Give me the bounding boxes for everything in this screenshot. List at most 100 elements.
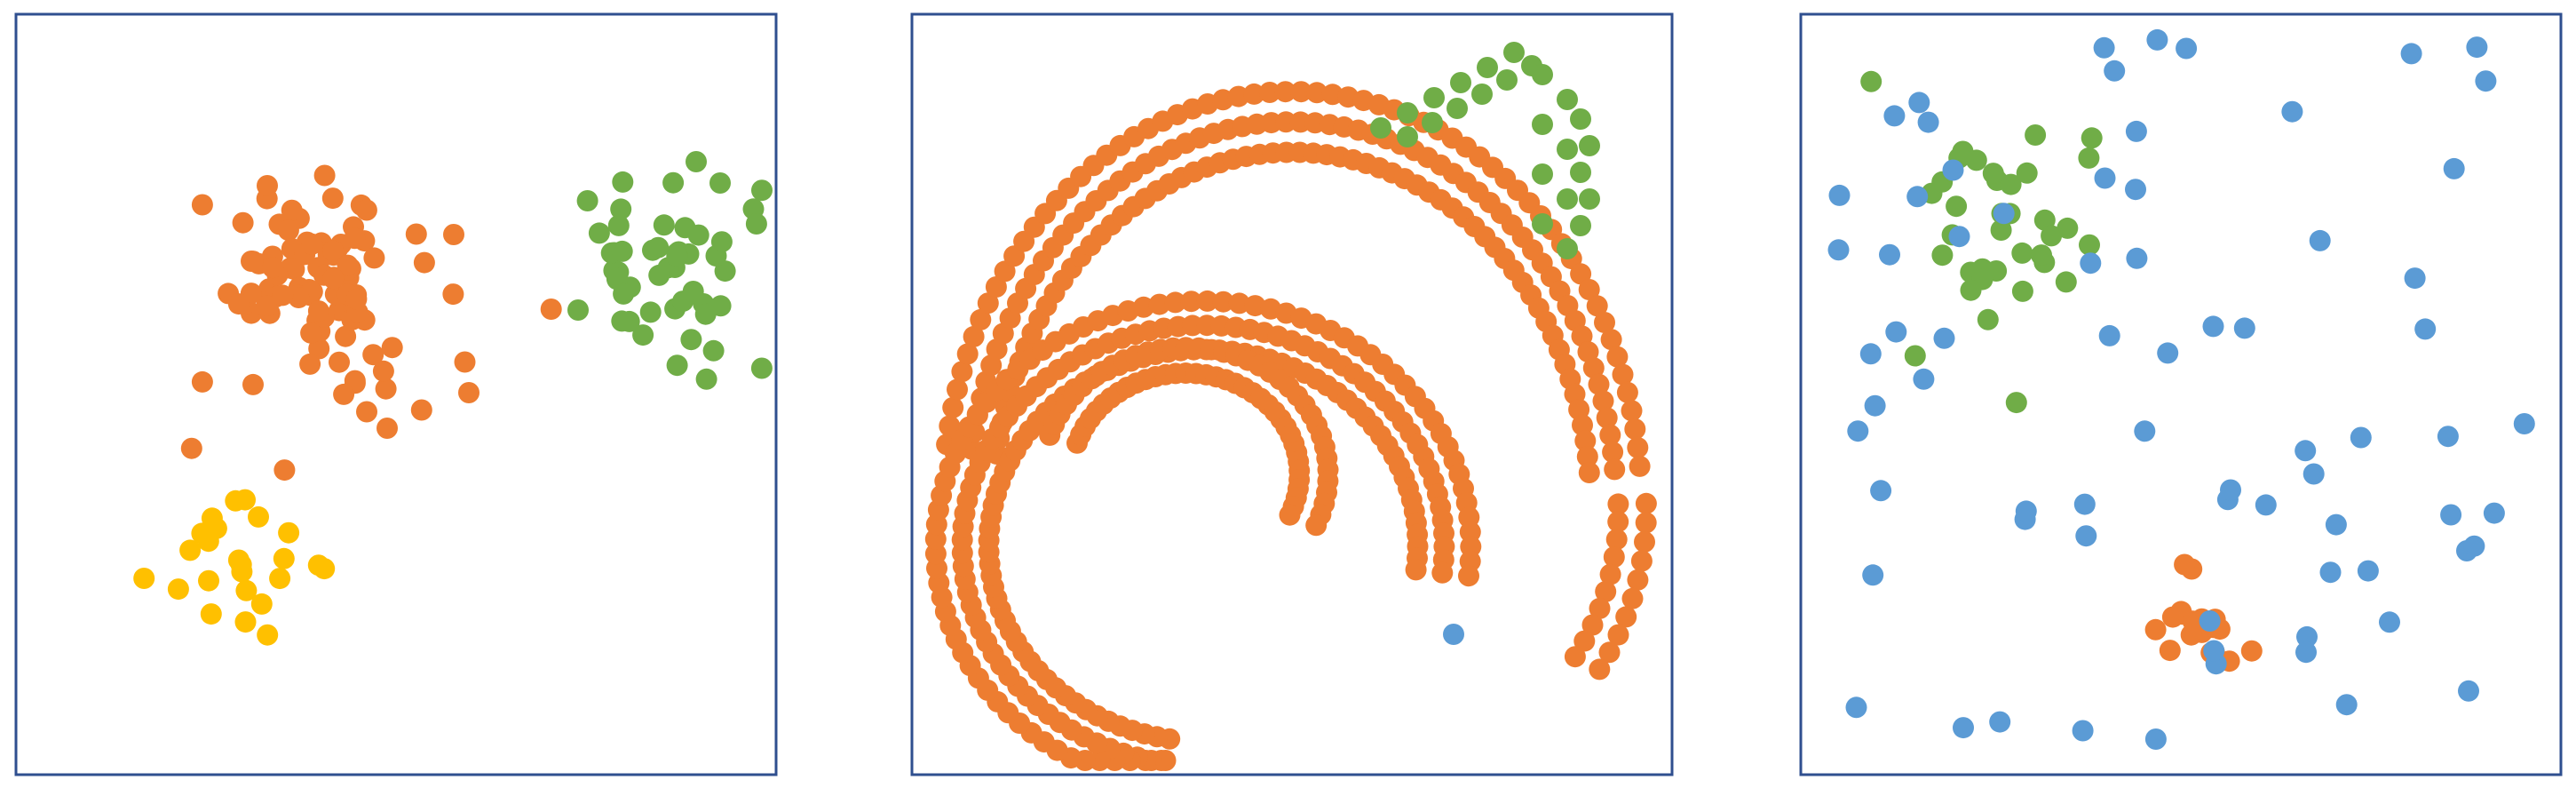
data-point	[1422, 112, 1443, 133]
data-point	[454, 351, 476, 373]
data-point	[230, 553, 252, 576]
data-point	[278, 521, 300, 544]
green-cluster	[567, 151, 773, 390]
points-layer	[1827, 28, 2535, 750]
data-point	[2255, 494, 2277, 516]
data-point	[167, 578, 189, 601]
data-point	[1603, 546, 1625, 568]
data-point	[2144, 618, 2167, 641]
data-point	[234, 489, 256, 511]
data-point	[322, 267, 345, 290]
data-point	[1612, 363, 1634, 386]
data-point	[2161, 606, 2184, 628]
data-point	[2094, 167, 2116, 189]
data-point	[2005, 392, 2027, 414]
data-point	[2075, 525, 2097, 547]
data-point	[362, 344, 384, 366]
data-point	[2295, 641, 2317, 664]
data-point	[1578, 462, 1600, 483]
data-point	[1148, 293, 1170, 315]
data-point	[1606, 346, 1629, 368]
data-point	[607, 214, 630, 236]
data-point	[2296, 625, 2318, 648]
data-point	[2475, 70, 2497, 92]
data-point	[1405, 559, 1427, 581]
data-point	[1635, 492, 1657, 514]
data-point	[1532, 64, 1553, 85]
data-point	[2174, 553, 2196, 576]
data-point	[710, 231, 733, 253]
data-point	[257, 175, 278, 196]
data-point	[1635, 512, 1657, 534]
data-point	[1532, 213, 1553, 235]
data-point	[2073, 493, 2096, 515]
data-point	[1557, 139, 1578, 160]
data-point	[1879, 243, 1900, 266]
data-point	[307, 554, 329, 577]
data-point	[1397, 102, 1418, 123]
data-point	[191, 194, 213, 216]
data-point	[1960, 279, 1982, 301]
data-point	[1443, 624, 1464, 645]
data-point	[1274, 81, 1296, 103]
data-point	[2041, 225, 2063, 247]
data-point	[356, 401, 377, 423]
data-point	[1827, 239, 1850, 261]
data-point	[257, 624, 279, 646]
data-point	[1581, 614, 1604, 636]
data-point	[335, 325, 357, 347]
blue-outlier	[1443, 624, 1464, 645]
data-point	[1599, 563, 1621, 585]
data-point	[1953, 717, 1974, 739]
data-point	[1933, 327, 1955, 349]
data-point	[329, 351, 350, 373]
data-point	[1431, 561, 1454, 584]
data-point	[288, 287, 310, 308]
data-point	[2125, 120, 2147, 142]
data-point	[2443, 157, 2465, 179]
data-point	[1599, 424, 1621, 446]
data-point	[610, 198, 632, 220]
data-point	[1616, 381, 1638, 403]
data-point	[308, 338, 330, 360]
data-point	[133, 568, 155, 589]
data-point	[1605, 529, 1628, 551]
data-point	[2016, 162, 2038, 184]
data-point	[695, 368, 717, 390]
data-point	[1279, 504, 1301, 526]
data-point	[653, 214, 675, 236]
data-point	[1557, 238, 1578, 259]
data-point	[1578, 279, 1600, 300]
data-point	[2303, 463, 2325, 485]
data-point	[2404, 267, 2426, 290]
data-point	[322, 240, 345, 262]
data-point	[702, 339, 725, 362]
data-point	[2463, 535, 2485, 557]
data-point	[1212, 291, 1234, 313]
orange-cluster	[180, 164, 562, 482]
data-point	[299, 353, 321, 375]
data-point	[333, 383, 355, 405]
data-point	[1557, 89, 1578, 110]
data-point	[272, 284, 294, 306]
data-point	[1532, 163, 1553, 185]
data-point	[1557, 188, 1578, 210]
data-point	[1477, 57, 1498, 78]
data-point	[1576, 446, 1598, 467]
data-point	[1579, 135, 1600, 156]
data-point	[1627, 569, 1649, 591]
data-point	[234, 611, 257, 633]
data-point	[277, 219, 299, 242]
data-point	[2513, 413, 2535, 434]
data-point	[1904, 345, 1926, 367]
data-point	[1592, 390, 1614, 412]
data-point	[410, 399, 432, 421]
data-point	[1615, 606, 1637, 628]
data-point	[1906, 186, 1929, 208]
data-point	[2309, 229, 2331, 251]
data-point	[2379, 611, 2400, 633]
data-point	[2199, 610, 2221, 632]
data-point	[1370, 117, 1391, 139]
data-point	[1258, 82, 1280, 103]
data-point	[1471, 84, 1493, 105]
